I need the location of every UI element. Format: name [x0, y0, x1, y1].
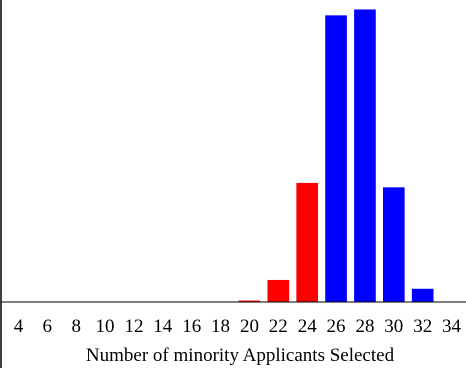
x-tick-label: 10	[96, 316, 115, 337]
x-tick-label: 16	[182, 316, 201, 337]
x-tick-label: 18	[211, 316, 230, 337]
bar-22	[267, 279, 290, 302]
bars-group	[238, 9, 434, 302]
x-tick-labels: 4 6 8 10 12 14 16 18 20 22 24 26 28 30 32 34	[14, 316, 462, 337]
x-tick-label: 26	[327, 316, 346, 337]
x-tick-label: 24	[298, 316, 318, 337]
x-tick-label: 34	[442, 316, 462, 337]
x-tick-label: 14	[153, 316, 173, 337]
x-tick-label: 8	[71, 316, 81, 337]
x-tick-label: 12	[124, 316, 143, 337]
x-tick-label: 22	[269, 316, 288, 337]
x-tick-label: 28	[355, 316, 374, 337]
x-tick-label: 32	[413, 316, 432, 337]
x-tick-label: 6	[43, 316, 53, 337]
bar-32	[411, 288, 434, 302]
x-tick-label: 4	[14, 316, 24, 337]
x-tick-label: 20	[240, 316, 259, 337]
x-tick-label: 30	[384, 316, 403, 337]
bar-26	[325, 15, 347, 302]
bar-20	[238, 300, 261, 302]
bar-24	[296, 182, 319, 302]
bar-28	[354, 9, 376, 302]
bar-30	[382, 187, 405, 302]
x-axis-label: Number of minority Applicants Selected	[86, 345, 395, 366]
